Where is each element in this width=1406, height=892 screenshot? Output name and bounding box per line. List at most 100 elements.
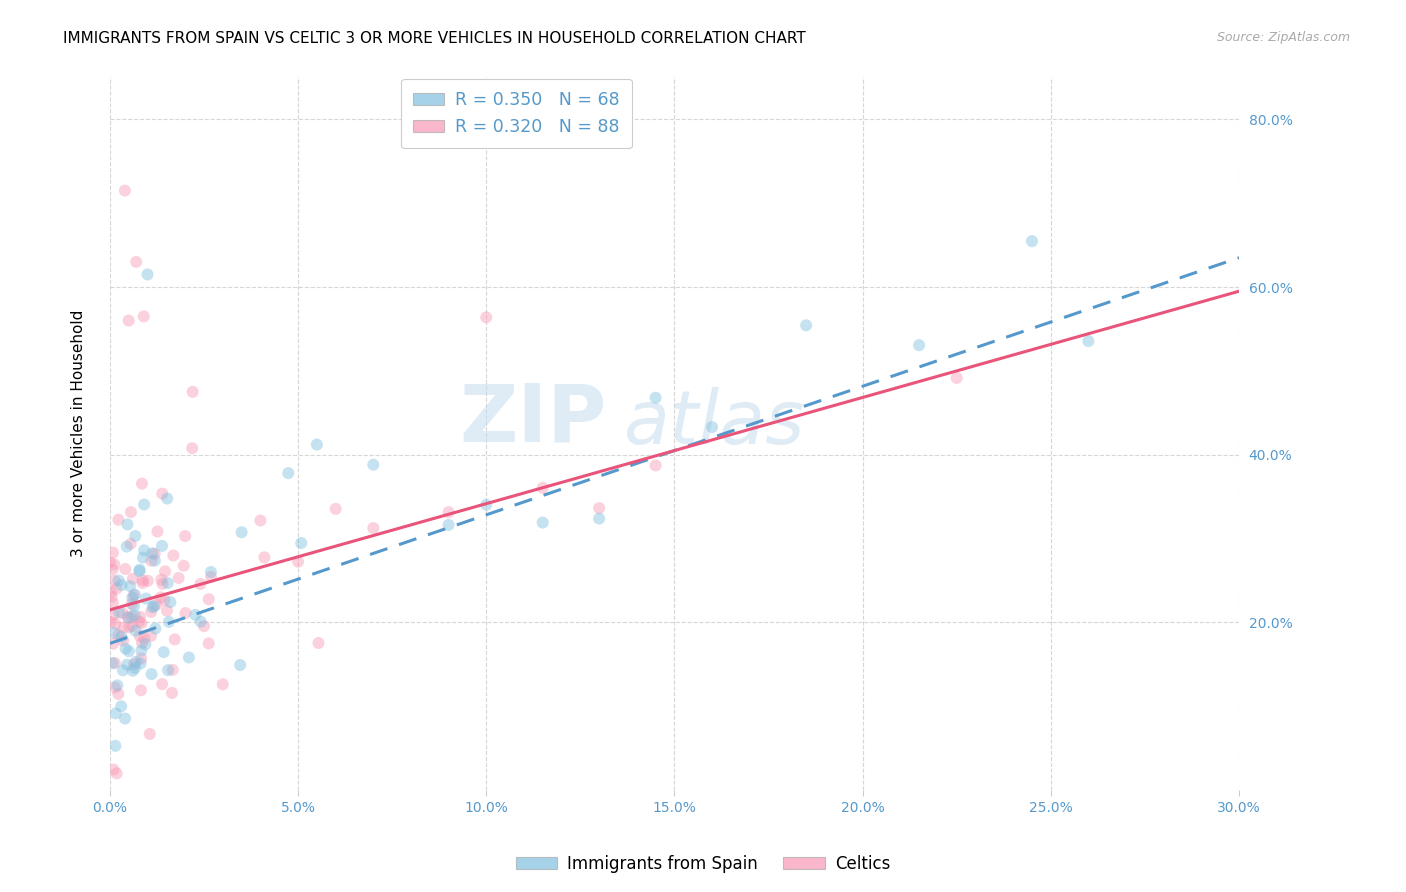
Point bbox=[134, 637, 156, 651]
Point bbox=[114, 184, 136, 198]
Point bbox=[108, 605, 131, 619]
Point bbox=[128, 563, 150, 577]
Point bbox=[118, 644, 141, 658]
Point bbox=[104, 574, 127, 588]
Point bbox=[124, 529, 146, 543]
Point bbox=[143, 554, 166, 568]
Point bbox=[156, 604, 179, 618]
Point bbox=[131, 636, 153, 650]
Point bbox=[152, 577, 174, 591]
Point bbox=[177, 650, 200, 665]
Point bbox=[200, 565, 222, 579]
Point bbox=[100, 615, 122, 629]
Point bbox=[101, 596, 124, 610]
Point bbox=[115, 540, 138, 554]
Point bbox=[149, 591, 172, 605]
Point bbox=[146, 524, 169, 539]
Point bbox=[134, 498, 156, 512]
Point bbox=[150, 486, 173, 500]
Point bbox=[124, 608, 146, 623]
Point bbox=[287, 555, 309, 569]
Point bbox=[120, 505, 142, 519]
Point bbox=[132, 543, 155, 558]
Point bbox=[122, 588, 145, 602]
Point bbox=[193, 619, 215, 633]
Point bbox=[156, 491, 179, 506]
Point bbox=[197, 592, 219, 607]
Point bbox=[159, 595, 181, 609]
Point bbox=[143, 599, 166, 614]
Point bbox=[101, 546, 124, 560]
Point bbox=[325, 501, 347, 516]
Point bbox=[156, 576, 179, 591]
Point bbox=[129, 683, 152, 698]
Point bbox=[132, 550, 155, 565]
Point bbox=[101, 656, 124, 670]
Point bbox=[104, 656, 127, 670]
Point bbox=[111, 663, 134, 677]
Point bbox=[120, 579, 142, 593]
Point bbox=[121, 572, 143, 586]
Y-axis label: 3 or more Vehicles in Household: 3 or more Vehicles in Household bbox=[72, 310, 86, 558]
Point bbox=[111, 606, 134, 620]
Point bbox=[141, 667, 163, 681]
Point bbox=[121, 597, 143, 611]
Point bbox=[114, 712, 136, 726]
Point bbox=[139, 605, 162, 619]
Point bbox=[121, 609, 143, 624]
Point bbox=[162, 663, 184, 677]
Point bbox=[174, 606, 197, 620]
Point bbox=[157, 615, 180, 629]
Point bbox=[644, 391, 666, 405]
Point bbox=[160, 686, 183, 700]
Point bbox=[115, 657, 138, 672]
Point bbox=[118, 313, 141, 327]
Point bbox=[131, 574, 153, 588]
Point bbox=[644, 458, 666, 473]
Point bbox=[110, 578, 132, 592]
Point bbox=[229, 658, 252, 673]
Point bbox=[114, 562, 136, 576]
Point bbox=[150, 539, 173, 553]
Point bbox=[103, 763, 125, 777]
Point bbox=[290, 536, 312, 550]
Point bbox=[249, 514, 271, 528]
Point bbox=[153, 565, 176, 579]
Point bbox=[132, 310, 155, 324]
Point bbox=[588, 511, 610, 525]
Point bbox=[162, 549, 184, 563]
Point bbox=[121, 619, 143, 633]
Point bbox=[363, 458, 385, 472]
Point bbox=[112, 620, 135, 634]
Point bbox=[141, 554, 163, 568]
Point bbox=[121, 591, 143, 605]
Point bbox=[128, 564, 150, 578]
Point bbox=[200, 570, 222, 584]
Point bbox=[141, 546, 163, 560]
Point bbox=[105, 582, 128, 596]
Point bbox=[150, 677, 173, 691]
Point bbox=[104, 681, 127, 695]
Point bbox=[131, 616, 153, 631]
Point bbox=[112, 633, 135, 648]
Point bbox=[107, 628, 129, 642]
Point bbox=[121, 664, 143, 678]
Point bbox=[129, 657, 152, 671]
Point bbox=[363, 521, 385, 535]
Point bbox=[277, 466, 299, 480]
Point bbox=[531, 516, 554, 530]
Point bbox=[700, 420, 723, 434]
Point bbox=[122, 599, 145, 613]
Point bbox=[231, 525, 253, 540]
Point bbox=[150, 573, 173, 587]
Point bbox=[100, 585, 122, 599]
Point bbox=[174, 529, 197, 543]
Point bbox=[1077, 334, 1099, 348]
Point bbox=[103, 626, 125, 640]
Point bbox=[190, 577, 212, 591]
Point bbox=[181, 384, 204, 399]
Point bbox=[135, 591, 157, 606]
Text: ZIP: ZIP bbox=[460, 381, 606, 458]
Point bbox=[104, 616, 127, 631]
Point bbox=[145, 598, 167, 612]
